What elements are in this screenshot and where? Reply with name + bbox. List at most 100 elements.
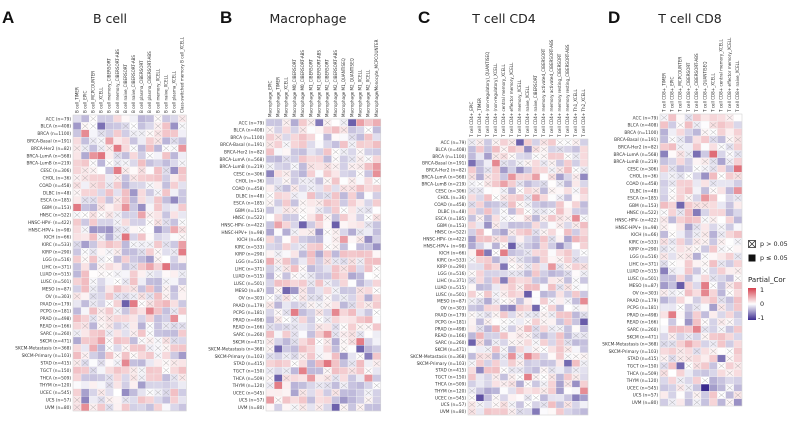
ns-cross-mark	[581, 360, 587, 366]
ns-cross-mark	[661, 246, 668, 252]
ns-cross-mark	[525, 395, 531, 401]
heatmap-cell	[733, 376, 743, 385]
row-label: THCA (n=509)	[434, 381, 466, 387]
heatmap-cell	[356, 396, 365, 404]
column-label: T cell CD4+ memory_XCELL	[517, 79, 522, 138]
heatmap-cell	[274, 213, 283, 222]
ns-cross-mark	[114, 249, 121, 255]
ns-cross-mark	[74, 190, 81, 196]
heatmap-cell	[515, 401, 525, 409]
row-label: SARC (n=260)	[435, 340, 466, 346]
heatmap-cell	[717, 201, 726, 210]
ns-cross-mark	[82, 175, 89, 181]
ns-cross-mark	[138, 241, 145, 248]
heatmap-cell	[274, 345, 283, 353]
ns-cross-mark	[677, 144, 684, 150]
heatmap-cell	[347, 352, 357, 361]
heatmap-cell	[547, 152, 557, 160]
heatmap-cell	[563, 173, 573, 181]
heatmap-cell	[356, 367, 365, 375]
ns-cross-mark	[565, 353, 571, 359]
heatmap-cell	[579, 159, 589, 167]
heatmap-cell	[684, 259, 693, 268]
ns-cross-mark	[509, 264, 515, 270]
heatmap-cell	[668, 376, 677, 385]
heatmap-cell	[274, 169, 283, 178]
ns-cross-mark	[365, 127, 372, 133]
ns-cross-mark	[565, 340, 571, 345]
ns-cross-mark	[171, 375, 178, 381]
heatmap-cell	[499, 235, 509, 243]
heatmap-cell	[539, 332, 549, 340]
heatmap-cell	[339, 221, 349, 229]
heatmap-cell	[676, 281, 685, 290]
grid-border	[467, 138, 589, 416]
heatmap-cell	[356, 199, 365, 207]
heatmap-cell	[339, 272, 349, 280]
heatmap-cell	[113, 366, 122, 375]
heatmap-cell	[323, 352, 332, 361]
ns-cross-mark	[275, 397, 282, 403]
heatmap-cell	[725, 376, 734, 385]
heatmap-cell	[700, 340, 710, 348]
heatmap-cell	[475, 345, 485, 354]
ns-cross-mark	[324, 339, 331, 345]
heatmap-cell	[571, 394, 581, 402]
ns-cross-mark	[283, 324, 290, 330]
heatmap-cell	[364, 140, 373, 149]
heatmap-cell	[700, 347, 710, 356]
heatmap-cell	[105, 137, 114, 145]
ns-cross-mark	[106, 330, 113, 336]
heatmap-cell	[539, 166, 549, 174]
ns-cross-mark	[324, 295, 331, 301]
heatmap-cell	[555, 207, 565, 216]
heatmap-cell	[121, 359, 130, 367]
heatmap-cell	[121, 144, 130, 153]
ns-cross-mark	[98, 397, 105, 403]
heatmap-cell	[306, 140, 316, 149]
heatmap-cell	[80, 381, 90, 389]
heatmap-cell	[467, 283, 477, 291]
heatmap-cell	[725, 362, 734, 370]
ns-cross-mark	[541, 146, 547, 152]
heatmap-cell	[700, 113, 710, 122]
heatmap-cell	[89, 336, 98, 345]
row-label: DLBC (n=48)	[43, 190, 71, 196]
ns-cross-mark	[549, 167, 555, 173]
heatmap-cell	[347, 308, 357, 317]
heatmap-cell	[137, 196, 147, 204]
ns-cross-mark	[90, 138, 97, 144]
heatmap-cell	[523, 366, 533, 374]
heatmap-cell	[700, 383, 710, 392]
heatmap-cell	[733, 179, 743, 188]
ns-cross-mark	[122, 293, 129, 299]
heatmap-cell	[523, 325, 533, 333]
ns-cross-mark	[171, 360, 178, 366]
ns-cross-mark	[493, 250, 499, 256]
row-label: UCEC (n=545)	[40, 390, 71, 396]
ns-cross-mark	[373, 287, 380, 294]
heatmap-cell	[515, 297, 525, 305]
heatmap-cell	[555, 242, 565, 250]
heatmap-cell	[372, 337, 381, 346]
ns-cross-mark	[98, 315, 105, 322]
ns-cross-mark	[661, 290, 668, 296]
heatmap-cell	[161, 314, 171, 323]
heatmap-cell	[282, 388, 291, 397]
heatmap-cell	[507, 332, 517, 340]
ns-cross-mark	[106, 301, 113, 307]
heatmap-cell	[72, 159, 82, 167]
heatmap-cell	[315, 264, 324, 273]
heatmap-cell	[539, 276, 549, 285]
ns-cross-mark	[82, 145, 89, 151]
heatmap-cell	[274, 323, 283, 331]
ns-cross-mark	[485, 319, 491, 325]
heatmap-cell	[274, 199, 283, 207]
heatmap-cell	[668, 369, 677, 377]
row-label: SARC (n=260)	[40, 331, 71, 337]
heatmap-cell	[563, 235, 573, 243]
ns-cross-mark	[549, 298, 555, 304]
ns-cross-mark	[275, 309, 282, 316]
heatmap-cell	[547, 249, 557, 257]
heatmap-cell	[531, 401, 541, 409]
